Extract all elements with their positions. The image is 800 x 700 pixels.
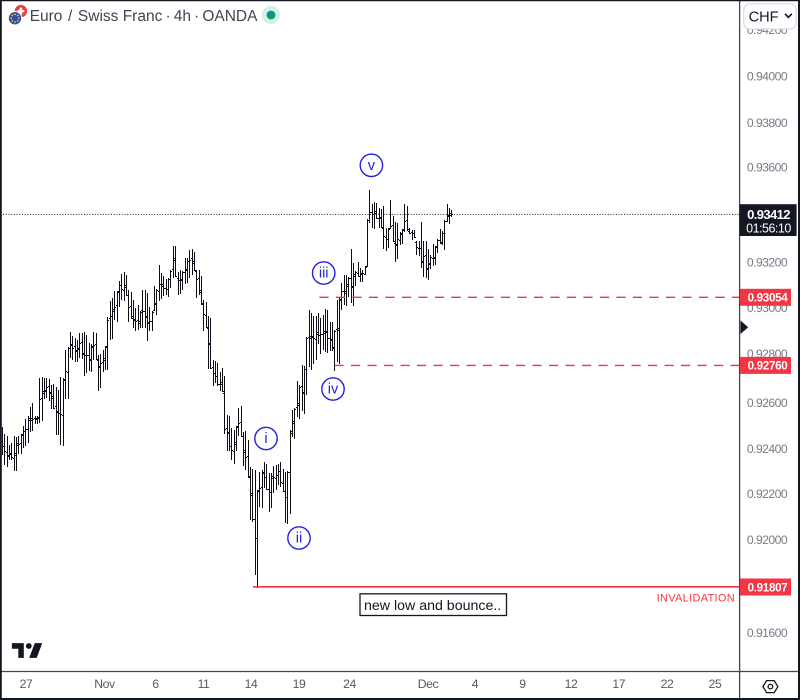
svg-text:new low and bounce..: new low and bounce.. <box>364 598 501 614</box>
svg-text:17: 17 <box>612 677 625 691</box>
svg-text:0.94000: 0.94000 <box>747 70 788 84</box>
svg-text:0.92000: 0.92000 <box>747 533 788 547</box>
svg-text:0.91807: 0.91807 <box>748 581 788 594</box>
svg-text:i: i <box>264 431 267 447</box>
svg-text:4: 4 <box>472 677 479 691</box>
svg-text:24: 24 <box>343 677 356 691</box>
svg-text:12: 12 <box>565 677 578 691</box>
svg-text:6: 6 <box>152 677 159 691</box>
svg-text:0.93800: 0.93800 <box>747 116 788 130</box>
svg-text:0.92200: 0.92200 <box>747 487 788 501</box>
svg-text:Euro / Swiss Franc · 4h · OA: Euro / Swiss Franc · 4h · OANDA <box>30 8 258 25</box>
svg-text:iii: iii <box>319 266 329 282</box>
svg-text:Nov: Nov <box>94 677 116 691</box>
svg-text:ii: ii <box>296 531 302 547</box>
svg-text:19: 19 <box>293 677 306 691</box>
svg-text:01:56:10: 01:56:10 <box>746 221 791 235</box>
svg-text:0.93054: 0.93054 <box>748 292 789 305</box>
svg-text:25: 25 <box>709 677 722 691</box>
svg-text:CHF: CHF <box>749 10 779 26</box>
svg-text:14: 14 <box>245 677 258 691</box>
svg-text:0.92760: 0.92760 <box>748 360 788 373</box>
svg-text:27: 27 <box>20 677 33 691</box>
svg-text:0.92400: 0.92400 <box>747 442 788 456</box>
svg-text:0.93200: 0.93200 <box>747 256 788 270</box>
svg-text:0.93600: 0.93600 <box>747 161 788 175</box>
svg-text:Dec: Dec <box>418 677 439 691</box>
svg-text:11: 11 <box>198 677 210 691</box>
svg-text:0.92600: 0.92600 <box>747 396 788 410</box>
svg-text:iv: iv <box>328 382 339 398</box>
svg-text:v: v <box>368 158 376 174</box>
svg-text:0.93412: 0.93412 <box>747 207 790 222</box>
svg-text:9: 9 <box>519 677 526 691</box>
svg-text:INVALIDATION: INVALIDATION <box>657 593 735 605</box>
svg-text:22: 22 <box>661 677 674 691</box>
svg-text:0.91600: 0.91600 <box>747 626 788 640</box>
